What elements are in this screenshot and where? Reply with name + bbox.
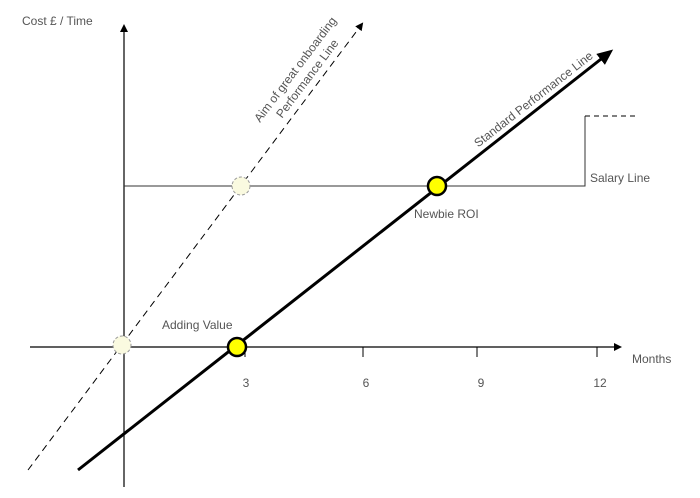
onboarding-label: Aim of great onboarding <box>251 14 339 125</box>
onboarding-line <box>27 22 364 471</box>
onboarding-point <box>112 335 132 355</box>
onboarding-point <box>231 176 251 196</box>
x-tick-label: 12 <box>593 376 607 390</box>
x-axis-label: Months <box>632 352 671 366</box>
adding-value-label: Adding Value <box>162 318 233 332</box>
x-tick-label: 3 <box>243 376 250 390</box>
x-tick-label: 9 <box>478 376 485 390</box>
y-axis-label: Cost £ / Time <box>22 14 93 28</box>
x-tick-marks <box>244 347 598 357</box>
x-tick-label: 6 <box>363 376 370 390</box>
standard-line-label: Standard Performance Line <box>471 48 596 150</box>
standard-line <box>77 49 614 472</box>
newbie-roi-label: Newbie ROI <box>414 207 479 221</box>
salary-line-label: Salary Line <box>590 171 650 185</box>
newbie-roi-point <box>426 175 448 197</box>
salary-line <box>124 116 586 187</box>
adding-value-point <box>226 336 248 358</box>
